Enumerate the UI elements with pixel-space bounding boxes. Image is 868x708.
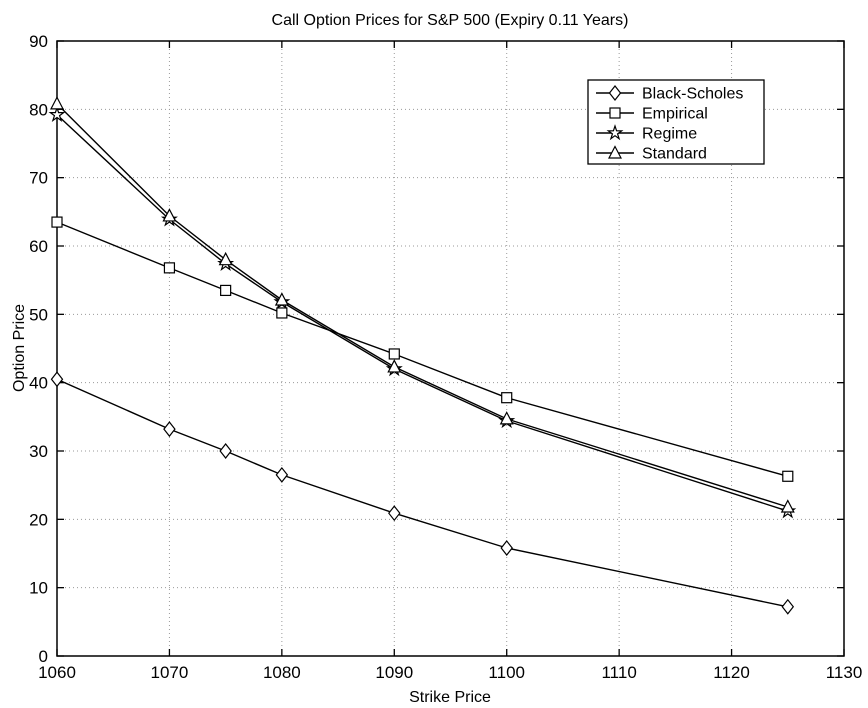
legend: Black-Scholes Empirical Regime Standard (587, 79, 765, 165)
data-series (48, 96, 797, 615)
marker-square (609, 107, 621, 119)
series-standard (50, 96, 795, 513)
y-tick-label-60: 60 (29, 237, 48, 256)
marker-triangle (780, 499, 795, 513)
y-tick-label-0: 0 (39, 647, 48, 666)
y-tick-label-40: 40 (29, 374, 48, 393)
y-axis-label: Option Price (11, 304, 28, 392)
x-tick-label-1090: 1090 (375, 663, 413, 682)
marker-diamond (219, 443, 232, 459)
marker-triangle (162, 208, 177, 222)
y-tick-label-70: 70 (29, 169, 48, 188)
series-line-empirical (56, 221, 788, 477)
marker-triangle (274, 292, 289, 306)
legend-item-standard: Standard (596, 145, 707, 163)
marker-square (220, 284, 232, 297)
series-regime (48, 105, 797, 519)
series-black-scholes (50, 371, 795, 615)
marker-star (48, 105, 66, 123)
marker-square (51, 216, 63, 228)
marker-diamond (50, 371, 64, 388)
series-empirical (51, 216, 794, 482)
marker-diamond (500, 540, 513, 557)
legend-item-black-scholes: Black-Scholes (596, 85, 743, 103)
marker-triangle (387, 359, 402, 373)
marker-diamond (163, 421, 176, 438)
y-tick-label-10: 10 (29, 579, 48, 598)
series-line-black-scholes (56, 378, 788, 608)
x-tick-label-1060: 1060 (38, 663, 76, 682)
marker-triangle (608, 145, 622, 159)
y-tick-label-90: 90 (29, 32, 48, 51)
legend-label-regime: Regime (642, 126, 697, 143)
legend-item-regime: Regime (596, 124, 697, 143)
axes-box (56, 40, 845, 657)
x-tick-label-1130: 1130 (826, 663, 863, 682)
legend-label-black-scholes: Black-Scholes (642, 86, 743, 103)
marker-square (163, 262, 176, 274)
x-tick-label-1100: 1100 (488, 663, 525, 682)
marker-diamond (781, 598, 795, 615)
x-tick-label-1120: 1120 (713, 663, 750, 682)
marker-square (782, 470, 794, 482)
marker-diamond (275, 466, 289, 483)
x-axis-label: Strike Price (409, 689, 491, 706)
chart-title: Call Option Prices for S&P 500 (Expiry 0… (272, 12, 629, 29)
marker-square (501, 392, 513, 404)
marker-star (606, 124, 624, 141)
y-tick-label-30: 30 (29, 442, 48, 461)
marker-square (276, 307, 288, 319)
marker-square (388, 348, 400, 360)
y-tick-label-50: 50 (29, 305, 48, 324)
x-tick-label-1070: 1070 (151, 663, 189, 682)
x-tick-label-1080: 1080 (263, 663, 301, 682)
marker-triangle (50, 96, 64, 110)
x-tick-label-1110: 1110 (601, 663, 636, 682)
y-tick-label-20: 20 (29, 510, 48, 529)
series-line-regime (56, 114, 789, 512)
legend-item-empirical: Empirical (596, 106, 708, 123)
legend-label-standard: Standard (642, 146, 707, 163)
marker-diamond (608, 85, 622, 101)
marker-triangle (499, 411, 514, 425)
marker-triangle (218, 251, 233, 266)
marker-diamond (388, 505, 401, 522)
axis-ticks: 1060 1070 1080 1090 1100 1110 1120 1130 0 10 20 30 4… (29, 32, 862, 682)
y-tick-label-80: 80 (29, 100, 48, 119)
legend-label-empirical: Empirical (642, 106, 708, 123)
